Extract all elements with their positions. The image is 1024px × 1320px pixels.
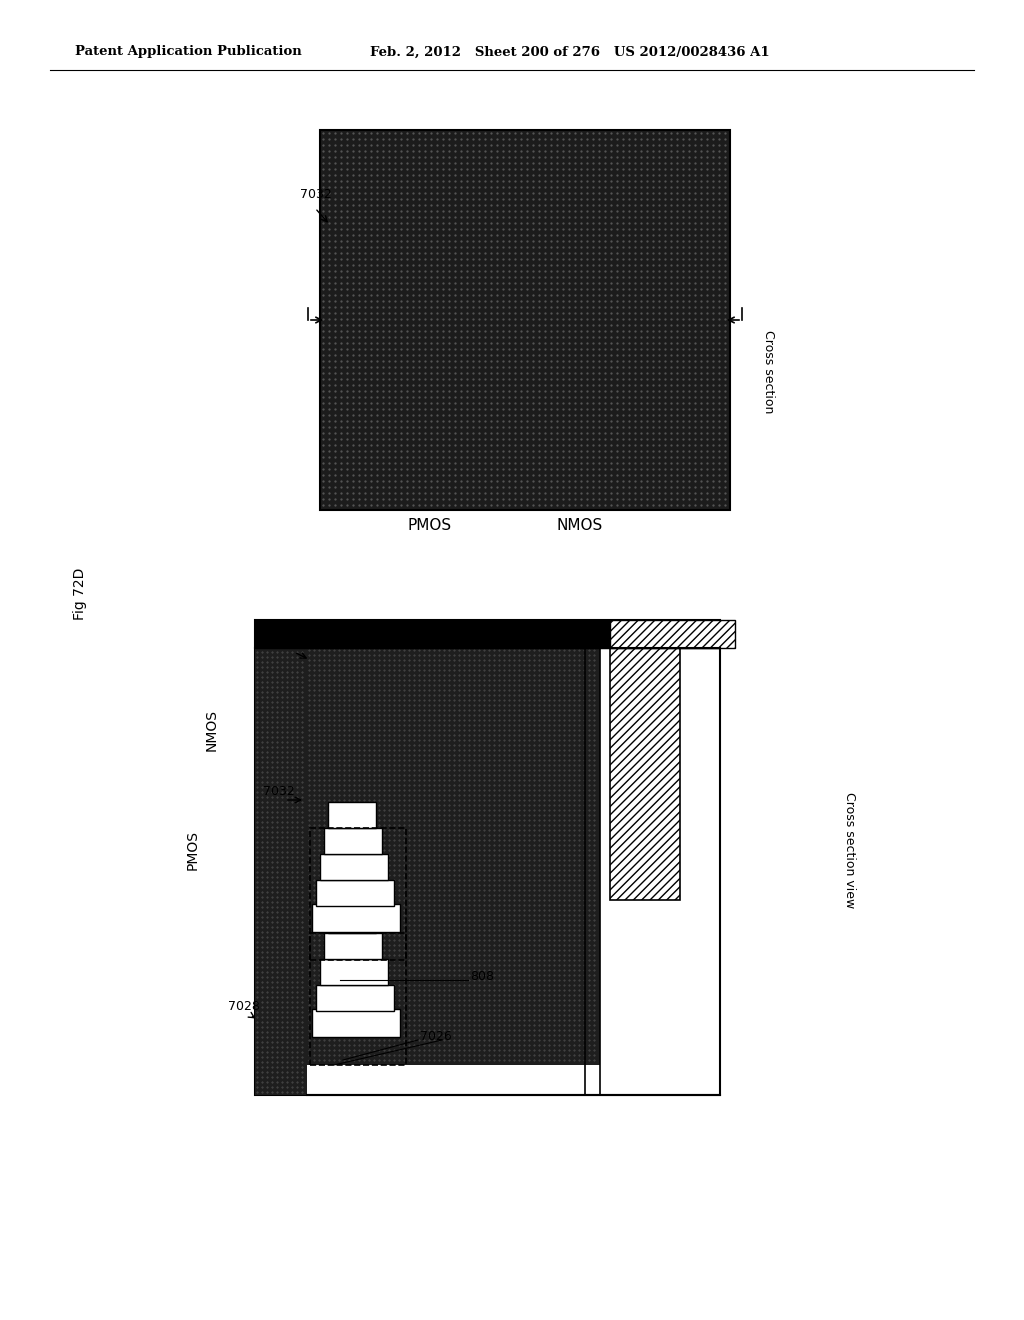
Text: 7026: 7026	[420, 1030, 452, 1043]
Bar	[610, 648, 680, 900]
Bar	[310, 828, 406, 960]
Bar	[328, 803, 376, 828]
Bar	[319, 854, 388, 880]
Text: Patent Application Publication: Patent Application Publication	[75, 45, 302, 58]
Bar	[319, 129, 730, 510]
Bar	[307, 648, 600, 1065]
Text: NMOS: NMOS	[557, 517, 603, 532]
Bar	[319, 960, 388, 985]
Text: 808: 808	[470, 970, 494, 983]
Text: Feb. 2, 2012   Sheet 200 of 276   US 2012/0028436 A1: Feb. 2, 2012 Sheet 200 of 276 US 2012/00…	[370, 45, 770, 58]
Text: 7032: 7032	[263, 785, 295, 799]
Bar	[324, 933, 382, 960]
Bar	[255, 620, 307, 1096]
Bar	[255, 620, 720, 1096]
Text: 7032: 7032	[300, 187, 332, 201]
Bar	[310, 933, 406, 1065]
Bar	[610, 620, 735, 648]
Text: 7030: 7030	[280, 638, 312, 651]
Bar	[324, 828, 382, 854]
Bar	[312, 904, 400, 932]
Text: Cross section: Cross section	[762, 330, 775, 413]
Text: NMOS: NMOS	[205, 709, 219, 751]
Bar	[316, 985, 394, 1011]
Bar	[316, 880, 394, 906]
Text: 7028: 7028	[228, 1001, 260, 1012]
Text: Fig 72D: Fig 72D	[73, 568, 87, 620]
Text: PMOS: PMOS	[186, 830, 200, 870]
Bar	[328, 907, 376, 933]
Text: PMOS: PMOS	[408, 517, 452, 532]
Text: Cross section view: Cross section view	[844, 792, 856, 908]
Bar	[255, 620, 720, 648]
Bar	[312, 1008, 400, 1038]
